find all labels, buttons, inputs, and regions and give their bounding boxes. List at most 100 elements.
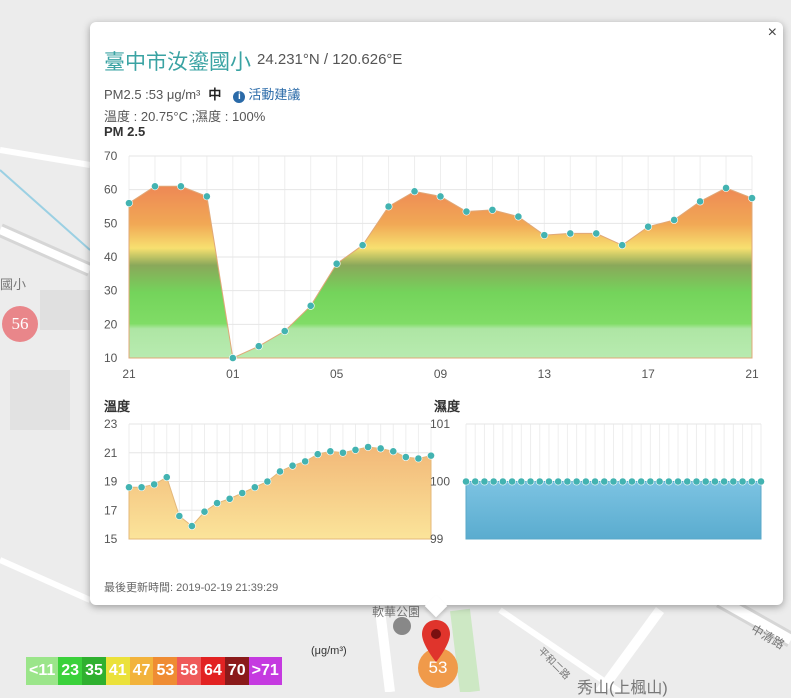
data-point [125, 483, 133, 492]
data-point [225, 494, 234, 503]
data-point [213, 499, 221, 507]
data-point [581, 477, 590, 486]
location-pin-icon[interactable] [421, 619, 451, 663]
data-point [514, 212, 523, 221]
data-point [618, 241, 627, 250]
data-point [151, 182, 159, 191]
data-point [364, 443, 372, 451]
data-point [276, 467, 284, 476]
station-coords: 24.231°N / 120.626°E [257, 51, 403, 68]
data-point [332, 259, 341, 268]
legend-item: <11 [26, 657, 59, 685]
data-point [489, 477, 498, 486]
data-point [628, 477, 636, 486]
data-point [545, 477, 553, 486]
x-tick-label: 21 [745, 367, 759, 381]
data-point [692, 477, 701, 486]
data-point [644, 222, 653, 231]
legend-item: 41 [105, 657, 130, 685]
x-tick-label: 21 [122, 367, 136, 381]
x-tick-label: 17 [641, 367, 655, 381]
data-point [747, 477, 756, 486]
data-point [137, 483, 146, 492]
data-point [263, 477, 272, 486]
temp-humidity-summary: 溫度 : 20.75°C ;濕度 : 100% [104, 109, 266, 124]
data-point [488, 205, 497, 214]
data-point [427, 451, 435, 460]
map-poi-icon[interactable] [393, 617, 411, 635]
data-point [471, 477, 480, 486]
data-point [351, 445, 360, 454]
info-icon[interactable]: i [233, 91, 246, 103]
pm-summary: PM2.5 :53 μg/m³ 中 i 活動建議 [104, 84, 300, 103]
legend-item: >71 [248, 657, 282, 685]
x-tick-label: 13 [538, 367, 552, 381]
y-tick-label: 19 [104, 475, 118, 489]
close-icon[interactable]: × [767, 24, 777, 41]
data-point [729, 477, 738, 486]
data-point [175, 512, 184, 520]
data-point [720, 477, 729, 486]
y-tick-label: 30 [104, 284, 118, 298]
data-point [566, 229, 575, 238]
data-point [125, 199, 133, 208]
series-area [128, 185, 753, 359]
data-point [313, 450, 322, 459]
data-point [600, 477, 609, 486]
data-point [177, 182, 185, 191]
data-point [683, 477, 692, 486]
x-tick-label: 01 [226, 367, 240, 381]
legend-item: 58 [177, 657, 202, 685]
legend-item: 64 [201, 657, 225, 685]
legend-unit: (μg/m³) [311, 645, 347, 657]
station-title: 臺中市汝鎏國小 [104, 51, 251, 74]
y-tick-label: 99 [430, 532, 444, 546]
data-point [202, 192, 211, 201]
data-point [358, 241, 367, 250]
data-point [462, 477, 470, 486]
data-point [637, 477, 646, 486]
data-point [609, 477, 618, 486]
data-point [228, 354, 237, 362]
data-point [238, 489, 247, 497]
data-point [384, 202, 393, 211]
data-point [250, 483, 259, 492]
data-point [748, 194, 756, 202]
data-point [389, 447, 398, 456]
data-point [200, 507, 209, 516]
y-tick-label: 100 [430, 475, 450, 489]
data-point [480, 477, 489, 486]
map-label-school: 國小 [0, 277, 27, 292]
data-point [150, 480, 159, 489]
data-point [592, 229, 601, 238]
data-point [738, 477, 747, 486]
data-point [326, 447, 335, 456]
data-point [410, 187, 419, 196]
data-point [339, 448, 347, 457]
data-point [401, 453, 410, 461]
y-tick-label: 70 [104, 149, 118, 163]
y-tick-label: 40 [104, 250, 118, 264]
data-point [436, 192, 445, 201]
data-point [701, 477, 710, 486]
map-label-park: 軟華公園 [372, 605, 421, 619]
y-tick-label: 17 [104, 503, 118, 517]
pm25-chart: 10 20 30 40 50 60 70 21 01 05 09 13 17 21 [104, 149, 759, 381]
pm25-legend: <11 23 35 41 47 53 58 64 70 >71 [26, 657, 282, 685]
humidity-chart-title: 濕度 [434, 399, 461, 414]
data-point [301, 457, 310, 466]
x-tick-label: 09 [434, 367, 448, 381]
y-tick-label: 10 [104, 351, 118, 365]
data-point [535, 477, 544, 486]
data-point [646, 477, 655, 486]
pm25-chart-title: PM 2.5 [104, 124, 146, 139]
data-point [591, 477, 599, 486]
data-point [306, 301, 315, 310]
data-point [711, 477, 719, 486]
activity-advice-link[interactable]: 活動建議 [248, 87, 301, 102]
data-point [572, 477, 581, 486]
y-tick-label: 20 [104, 317, 118, 331]
station-marker[interactable]: 56 [2, 306, 38, 342]
data-point [288, 461, 297, 470]
series-area [128, 446, 432, 540]
